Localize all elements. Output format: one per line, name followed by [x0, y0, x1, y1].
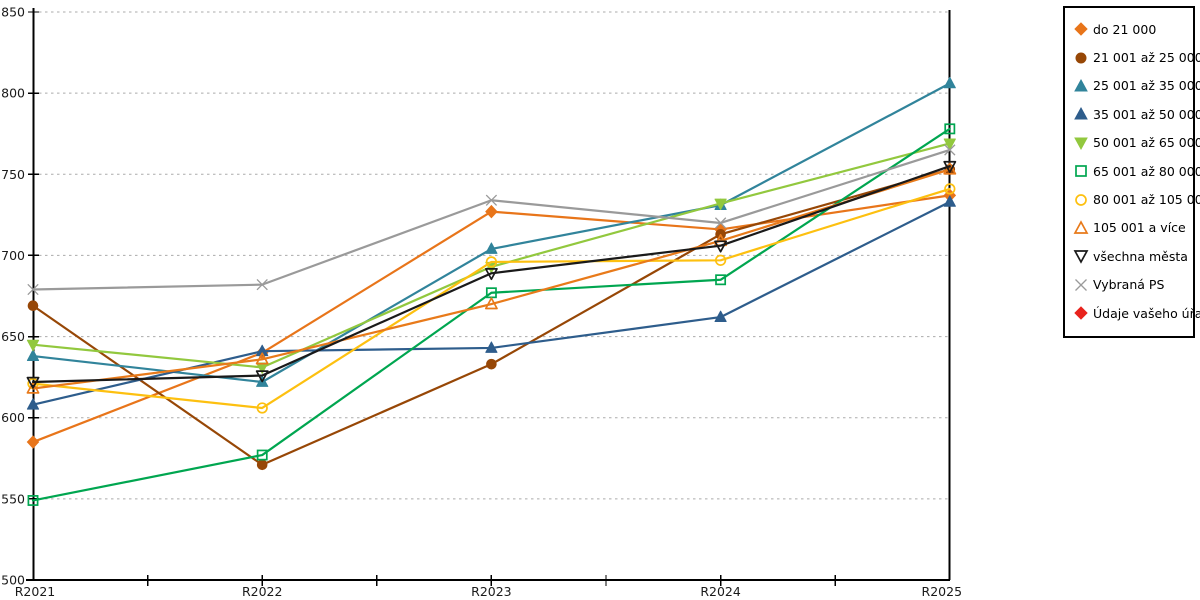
- y-axis-label: 600: [1, 410, 25, 425]
- data-point-triangle-down: [484, 268, 498, 281]
- data-point-triangle-up: [943, 76, 956, 89]
- legend-label: 65 001 až 80 000: [1093, 163, 1200, 179]
- data-point-circle: [485, 256, 498, 268]
- data-point-triangle-up: [484, 297, 498, 310]
- legend-label: 80 001 až 105 000: [1093, 192, 1200, 208]
- data-point-triangle-up: [26, 381, 40, 394]
- legend-label: 25 001 až 35 000: [1093, 78, 1200, 94]
- data-point-circle: [27, 300, 39, 312]
- legend-marker-circle-icon: [1073, 50, 1093, 66]
- data-point-triangle-up: [26, 349, 40, 361]
- data-point-circle: [944, 183, 956, 195]
- y-axis-label: 550: [1, 491, 25, 506]
- x-axis-label: R2023: [471, 584, 512, 599]
- y-axis-label: 850: [1, 5, 25, 20]
- legend-item[interactable]: 25 001 až 35 000: [1073, 72, 1200, 100]
- x-axis-label: R2025: [922, 584, 963, 599]
- data-point-triangle-down: [26, 339, 40, 352]
- legend-marker-diamond-icon: [1073, 305, 1093, 321]
- legend-marker-triangle-down-icon: [1073, 135, 1093, 151]
- x-axis-label: R2024: [700, 584, 741, 599]
- data-point-x: [944, 144, 956, 156]
- data-point-triangle-up: [943, 195, 956, 207]
- data-point-x: [485, 194, 498, 206]
- data-point-triangle-down: [943, 160, 957, 174]
- data-point-triangle-down: [255, 370, 269, 383]
- data-point-triangle-up: [256, 344, 269, 357]
- legend-marker-triangle-up-icon: [1073, 78, 1093, 94]
- data-point-triangle-up: [255, 352, 269, 365]
- x-axis-label: R2022: [242, 584, 283, 599]
- data-point-square: [256, 449, 268, 461]
- chart-legend: do 21 000 21 001 až 25 000 25 001 až 35 00…: [1063, 6, 1200, 339]
- legend-item[interactable]: 65 001 až 80 000: [1073, 157, 1200, 185]
- legend-item[interactable]: Vybraná PS: [1073, 271, 1187, 299]
- legend-marker-diamond-icon: [1073, 21, 1093, 37]
- data-point-triangle-down: [26, 376, 40, 389]
- data-point-diamond: [485, 204, 498, 219]
- legend-item[interactable]: 21 001 až 25 000: [1073, 43, 1200, 71]
- data-point-triangle-up: [714, 310, 727, 322]
- legend-label: všechna města: [1093, 248, 1188, 264]
- legend-label: Údaje vašeho úřadu: [1093, 305, 1200, 321]
- series-line: [31, 127, 951, 502]
- data-point-triangle-down: [714, 240, 728, 253]
- legend-marker-x-icon: [1073, 277, 1093, 293]
- data-point-triangle-up: [485, 242, 498, 254]
- legend-label: do 21 000: [1093, 21, 1157, 37]
- data-point-triangle-down: [943, 138, 956, 150]
- series-line: [31, 165, 951, 384]
- data-point-triangle-up: [485, 341, 498, 353]
- y-axis-label: 800: [1, 86, 25, 101]
- x-axis-label: R2021: [15, 584, 56, 599]
- data-point-square: [715, 274, 727, 286]
- y-axis-label: 700: [1, 248, 25, 263]
- legend-item[interactable]: 35 001 až 50 000: [1073, 100, 1200, 128]
- data-point-triangle-up: [26, 398, 40, 410]
- legend-item[interactable]: 105 001 a více: [1073, 214, 1187, 242]
- data-point-circle: [486, 358, 497, 370]
- y-axis-label: 650: [1, 329, 25, 344]
- data-point-x: [27, 283, 39, 296]
- legend-label: 105 001 a více: [1093, 220, 1186, 236]
- data-point-circle: [256, 402, 268, 414]
- data-point-triangle-down: [714, 198, 727, 210]
- legend-item[interactable]: všechna města: [1073, 242, 1188, 270]
- data-point-circle: [256, 459, 268, 471]
- benchmark-line-chart: 500 550 600 650 700 750 800 850 R2021 R2022 R2023 R…: [1, 5, 963, 600]
- legend-marker-triangle-down-icon: [1073, 248, 1093, 265]
- legend-label: 21 001 až 25 000: [1093, 50, 1200, 66]
- legend-marker-square-icon: [1073, 163, 1093, 179]
- legend-marker-triangle-up-icon: [1073, 106, 1093, 122]
- legend-item[interactable]: 50 001 až 65 000: [1073, 129, 1200, 157]
- data-point-square: [944, 123, 956, 135]
- legend-marker-triangle-up-icon: [1073, 220, 1093, 236]
- y-axis-label: 750: [1, 167, 25, 182]
- data-point-circle: [714, 254, 727, 266]
- legend-item[interactable]: 80 001 až 105 000: [1073, 185, 1200, 213]
- legend-label: Vybraná PS: [1093, 277, 1165, 293]
- data-point-x: [714, 217, 727, 229]
- legend-label: 35 001 až 50 000: [1093, 106, 1200, 122]
- data-point-square: [27, 495, 39, 506]
- y-axis-label: 500: [1, 573, 25, 588]
- series-line: [31, 168, 951, 390]
- data-point-x: [256, 278, 268, 291]
- legend-item[interactable]: do 21 000: [1073, 15, 1187, 43]
- legend-item[interactable]: Údaje vašeho úřadu: [1073, 299, 1200, 327]
- data-point-diamond: [26, 435, 40, 449]
- legend-marker-circle-icon: [1073, 192, 1093, 208]
- series-line: [31, 187, 951, 410]
- legend-label: 50 001 až 65 000: [1093, 135, 1200, 151]
